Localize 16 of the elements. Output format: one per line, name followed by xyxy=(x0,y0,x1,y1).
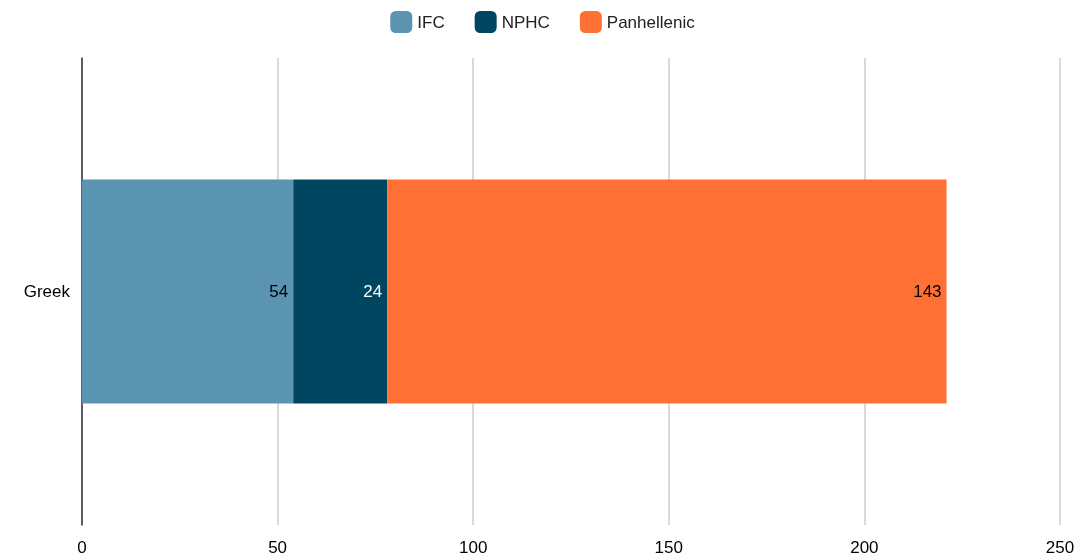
data-label: 54 xyxy=(269,282,289,301)
bar xyxy=(387,179,947,404)
x-tick-label: 150 xyxy=(654,538,683,557)
x-tick-label: 0 xyxy=(77,538,87,557)
y-tick-label: Greek xyxy=(23,282,71,301)
x-tick-label: 50 xyxy=(268,538,288,557)
legend-label: Panhellenic xyxy=(606,12,696,32)
data-label: 143 xyxy=(913,282,942,301)
legend-label: NPHC xyxy=(501,12,550,32)
x-tick-label: 250 xyxy=(1045,538,1075,557)
x-tick-label: 100 xyxy=(459,538,488,557)
legend-label: IFC xyxy=(417,12,445,32)
bar xyxy=(82,179,294,404)
data-label: 24 xyxy=(363,282,383,301)
bar xyxy=(293,179,388,404)
x-tick-label: 200 xyxy=(850,538,879,557)
